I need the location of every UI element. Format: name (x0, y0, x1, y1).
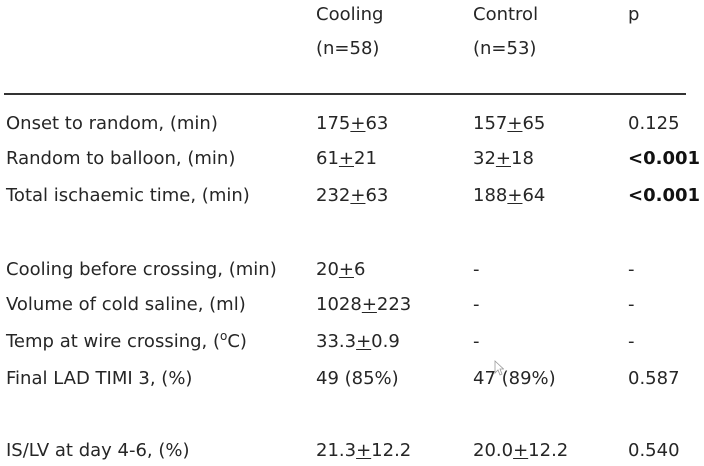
header-control: Control (473, 4, 539, 25)
row-control-value: - (473, 259, 480, 280)
header-cooling-n: (n=58) (316, 38, 380, 59)
row-cooling-value: 21.3+12.2 (316, 440, 412, 461)
row-p-value: - (628, 294, 635, 315)
row-p-value: <0.001 (628, 185, 701, 206)
row-p-value: - (628, 331, 635, 352)
row-p-value: 0.540 (628, 440, 680, 461)
row-label: Onset to random, (min) (6, 113, 218, 134)
row-cooling-value: 49 (85%) (316, 368, 399, 389)
row-cooling-value: 33.3+0.9 (316, 331, 400, 352)
row-p-value: <0.001 (628, 148, 701, 169)
row-p-value: 0.587 (628, 368, 680, 389)
row-label: Volume of cold saline, (ml) (6, 294, 246, 315)
row-cooling-value: 61+21 (316, 148, 377, 169)
row-control-value: 47 (89%) (473, 368, 556, 389)
mouse-pointer-icon (494, 360, 504, 376)
row-label: Random to balloon, (min) (6, 148, 236, 169)
row-label: Final LAD TIMI 3, (%) (6, 368, 193, 389)
row-cooling-value: 232+63 (316, 185, 389, 206)
row-control-value: 32+18 (473, 148, 534, 169)
row-cooling-value: 20+6 (316, 259, 366, 280)
row-p-value: - (628, 259, 635, 280)
header-rule (4, 93, 686, 95)
row-cooling-value: 1028+223 (316, 294, 412, 315)
row-label: Temp at wire crossing, (oC) (6, 329, 247, 352)
row-control-value: 157+65 (473, 113, 546, 134)
row-label: Total ischaemic time, (min) (6, 185, 250, 206)
row-control-value: 20.0+12.2 (473, 440, 569, 461)
header-p: p (628, 4, 640, 25)
header-control-n: (n=53) (473, 38, 537, 59)
row-p-value: 0.125 (628, 113, 680, 134)
row-cooling-value: 175+63 (316, 113, 389, 134)
row-control-value: 188+64 (473, 185, 546, 206)
row-control-value: - (473, 331, 480, 352)
row-control-value: - (473, 294, 480, 315)
row-label: Cooling before crossing, (min) (6, 259, 277, 280)
header-cooling: Cooling (316, 4, 384, 25)
row-label: IS/LV at day 4-6, (%) (6, 440, 190, 461)
